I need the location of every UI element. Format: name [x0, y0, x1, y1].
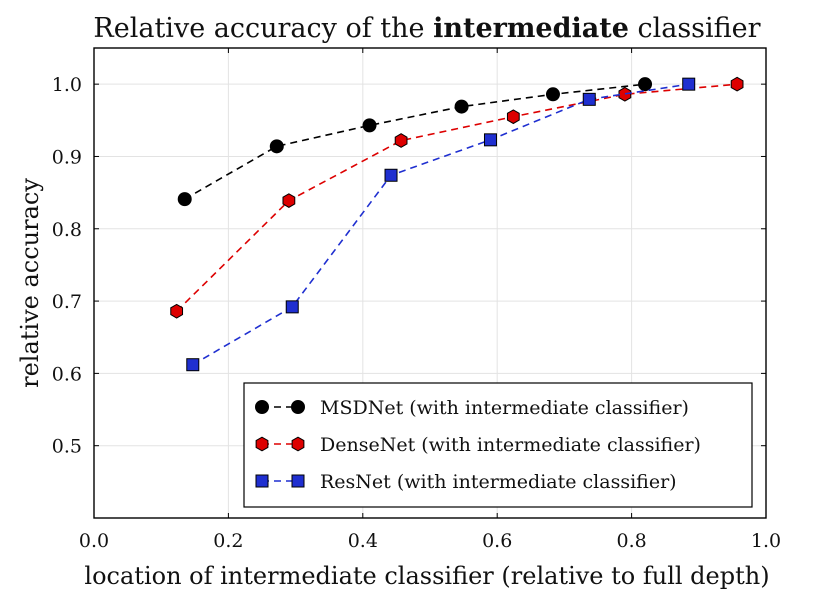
y-axis-title: relative accuracy	[16, 178, 44, 388]
legend-marker-densenet	[255, 436, 269, 452]
msdnet-line	[184, 83, 646, 200]
legend-label-densenet: DenseNet (with intermediate classifier)	[320, 434, 701, 456]
legend-box	[243, 382, 753, 508]
densenet-line	[176, 83, 738, 312]
resnet-point	[186, 358, 200, 372]
series-layer	[170, 76, 744, 372]
resnet-point	[682, 77, 696, 91]
msdnet-point	[454, 99, 469, 114]
x-tick-label: 0.0	[79, 530, 109, 552]
y-tick-label: 0.6	[52, 363, 82, 385]
legend-item-densenet: DenseNet (with intermediate classifier)	[255, 434, 701, 456]
msdnet-point	[269, 139, 284, 154]
y-tick-label: 1.0	[52, 74, 82, 96]
chart-title: Relative accuracy of the intermediate cl…	[93, 13, 760, 44]
legend-marker-densenet	[291, 436, 305, 452]
msdnet-point	[362, 118, 377, 133]
series-densenet	[170, 76, 744, 319]
y-tick-label: 0.8	[52, 219, 82, 241]
y-tick-label: 0.9	[52, 146, 82, 168]
x-axis-title: location of intermediate classifier (rel…	[84, 562, 769, 590]
legend-marker-msdnet	[255, 400, 269, 414]
legend-item-resnet: ResNet (with intermediate classifier)	[255, 471, 677, 493]
legend: MSDNet (with intermediate classifier) Den…	[243, 382, 753, 508]
y-tick-label: 0.5	[52, 436, 82, 458]
resnet-point	[285, 300, 299, 314]
y-tick-label: 0.7	[52, 291, 82, 313]
densenet-point	[506, 109, 520, 125]
msdnet-point	[545, 87, 560, 102]
msdnet-point	[177, 192, 192, 207]
resnet-point	[483, 133, 497, 147]
densenet-point	[730, 76, 744, 92]
legend-marker-resnet	[291, 474, 305, 488]
densenet-point	[394, 133, 408, 148]
resnet-point	[384, 168, 398, 182]
legend-item-msdnet: MSDNet (with intermediate classifier)	[255, 397, 689, 419]
legend-label-msdnet: MSDNet (with intermediate classifier)	[320, 397, 689, 419]
plot-frame	[93, 47, 767, 519]
legend-marker-msdnet	[291, 400, 305, 414]
densenet-point	[618, 86, 632, 102]
series-resnet	[186, 77, 696, 372]
x-tick-label: 0.2	[213, 530, 243, 552]
resnet-line	[192, 83, 689, 366]
axis-ticks: 0.0 0.2 0.4 0.6 0.8 1.0 0.5 0.6 0.7 0.8 0.9 1.0	[52, 48, 781, 552]
resnet-point	[582, 92, 596, 106]
series-msdnet	[177, 77, 653, 207]
densenet-point	[170, 303, 184, 319]
legend-label-resnet: ResNet (with intermediate classifier)	[320, 471, 677, 493]
legend-marker-resnet	[255, 474, 269, 488]
x-tick-label: 0.8	[616, 530, 646, 552]
x-tick-label: 1.0	[751, 530, 781, 552]
densenet-point	[282, 193, 296, 208]
msdnet-point	[638, 77, 653, 92]
x-tick-label: 0.4	[348, 530, 378, 552]
x-tick-label: 0.6	[482, 530, 512, 552]
